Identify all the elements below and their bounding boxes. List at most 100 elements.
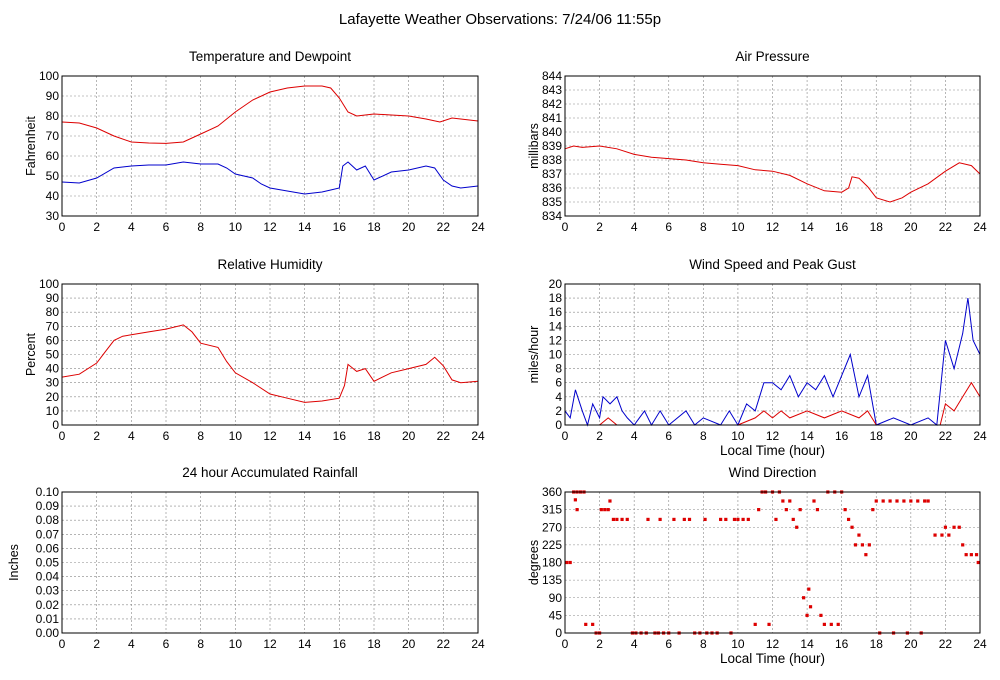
x-tick-label: 10 — [229, 429, 243, 443]
data-point — [584, 622, 588, 626]
data-point — [943, 525, 948, 529]
x-tick-label: 24 — [471, 220, 485, 234]
y-tick-label: 60 — [46, 333, 60, 347]
data-point — [974, 553, 979, 557]
chart-humidity: 0 2 4 6 8 10 12 14 16 18 20 22 240102030405060708090… — [24, 257, 485, 443]
data-point — [867, 543, 871, 547]
data-point — [895, 499, 899, 503]
data-point — [719, 517, 723, 522]
data-point — [746, 517, 750, 522]
data-point — [687, 517, 692, 522]
y-tick-label: 100 — [39, 69, 59, 83]
x-tick-label: 22 — [939, 220, 953, 234]
x-tick-label: 20 — [904, 429, 918, 443]
data-point — [902, 499, 906, 503]
x-tick-label: 18 — [870, 637, 884, 651]
chart-title: 24 hour Accumulated Rainfall — [182, 465, 358, 480]
data-point — [568, 560, 572, 565]
y-tick-label: 360 — [542, 485, 562, 499]
y-axis-label: Fahrenheit — [24, 116, 38, 176]
data-point — [606, 508, 610, 512]
y-tick-label: 842 — [542, 97, 562, 111]
x-tick-label: 12 — [766, 220, 780, 234]
data-point — [957, 525, 961, 529]
y-tick-label: 135 — [542, 573, 562, 587]
x-tick-label: 8 — [197, 220, 204, 234]
data-point — [976, 560, 980, 565]
y-tick-label: 45 — [549, 608, 563, 622]
data-point — [788, 499, 792, 503]
y-tick-label: 838 — [542, 153, 562, 167]
data-point — [808, 605, 813, 609]
data-point — [703, 517, 707, 522]
x-tick-label: 8 — [700, 429, 707, 443]
y-tick-label: 20 — [549, 277, 563, 291]
y-tick-label: 70 — [46, 319, 60, 333]
x-tick-label: 18 — [367, 220, 381, 234]
data-point — [615, 517, 619, 522]
y-tick-label: 270 — [542, 520, 562, 534]
data-point — [625, 517, 629, 522]
data-point — [881, 499, 885, 503]
x-tick-label: 22 — [437, 637, 451, 651]
data-point — [807, 587, 811, 591]
x-tick-label: 2 — [596, 429, 603, 443]
x-tick-label: 20 — [402, 220, 416, 234]
x-tick-label: 24 — [973, 429, 987, 443]
data-point — [964, 553, 968, 557]
x-tick-label: 12 — [263, 429, 277, 443]
chart-direction: 0 2 4 6 8 10 12 14 16 18 20 22 240459013518022527031… — [527, 465, 987, 666]
data-point — [857, 533, 861, 537]
y-tick-label: 10 — [549, 348, 563, 362]
y-tick-label: 0.10 — [36, 485, 60, 499]
data-point — [565, 560, 569, 565]
x-tick-label: 0 — [59, 429, 66, 443]
plot-frame — [564, 283, 981, 426]
data-point — [741, 517, 745, 522]
data-point — [672, 517, 676, 522]
x-tick-label: 16 — [333, 637, 347, 651]
plot-frame — [564, 75, 981, 217]
data-point — [795, 525, 799, 529]
y-tick-label: 837 — [542, 167, 562, 181]
y-tick-label: 90 — [46, 89, 60, 103]
x-tick-label: 22 — [437, 220, 451, 234]
data-point — [603, 508, 607, 512]
x-axis-label: Local Time (hour) — [720, 443, 825, 458]
x-tick-label: 4 — [128, 220, 135, 234]
x-tick-label: 20 — [904, 220, 918, 234]
y-tick-label: 18 — [549, 291, 563, 305]
data-point — [784, 508, 788, 512]
y-tick-label: 20 — [46, 390, 60, 404]
data-point — [947, 533, 951, 537]
data-point — [843, 508, 847, 512]
x-tick-label: 6 — [665, 429, 672, 443]
plot-frame — [564, 491, 981, 634]
x-tick-label: 16 — [333, 429, 347, 443]
x-tick-label: 16 — [333, 220, 347, 234]
x-tick-label: 0 — [562, 220, 569, 234]
data-point — [822, 622, 826, 626]
x-tick-label: 0 — [562, 637, 569, 651]
x-tick-label: 6 — [665, 220, 672, 234]
y-tick-label: 14 — [549, 319, 563, 333]
data-point — [860, 543, 865, 547]
y-tick-label: 843 — [542, 83, 562, 97]
y-tick-label: 70 — [46, 129, 60, 143]
x-tick-label: 0 — [59, 220, 66, 234]
y-tick-label: 10 — [46, 404, 60, 418]
x-tick-label: 14 — [298, 429, 312, 443]
data-point — [599, 508, 603, 512]
x-tick-label: 24 — [471, 429, 485, 443]
plot-frame — [61, 75, 479, 217]
y-tick-label: 0.08 — [36, 513, 60, 527]
chart-title: Wind Speed and Peak Gust — [689, 257, 856, 272]
y-axis-label: Percent — [24, 332, 38, 376]
y-tick-label: 225 — [542, 538, 562, 552]
x-tick-label: 4 — [631, 429, 638, 443]
x-tick-label: 18 — [367, 429, 381, 443]
data-point — [871, 508, 875, 512]
y-tick-label: 80 — [46, 109, 60, 123]
x-tick-label: 16 — [835, 220, 849, 234]
